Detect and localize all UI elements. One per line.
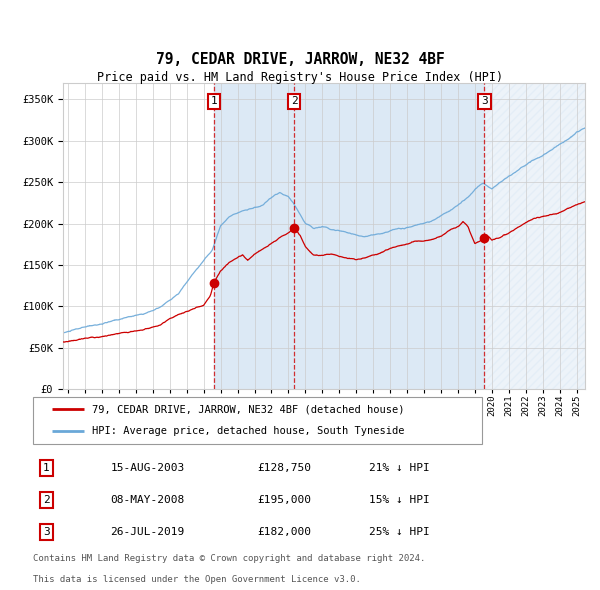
- Text: 26-JUL-2019: 26-JUL-2019: [110, 527, 185, 537]
- Text: 3: 3: [43, 527, 50, 537]
- Text: 1: 1: [211, 96, 218, 106]
- Text: 79, CEDAR DRIVE, JARROW, NE32 4BF: 79, CEDAR DRIVE, JARROW, NE32 4BF: [155, 51, 445, 67]
- Text: 2: 2: [291, 96, 298, 106]
- Text: Price paid vs. HM Land Registry's House Price Index (HPI): Price paid vs. HM Land Registry's House …: [97, 71, 503, 84]
- Text: 2: 2: [43, 495, 50, 505]
- Text: 15-AUG-2003: 15-AUG-2003: [110, 463, 185, 473]
- Text: £128,750: £128,750: [257, 463, 311, 473]
- Text: 3: 3: [481, 96, 488, 106]
- Text: 79, CEDAR DRIVE, JARROW, NE32 4BF (detached house): 79, CEDAR DRIVE, JARROW, NE32 4BF (detac…: [92, 404, 404, 414]
- Text: HPI: Average price, detached house, South Tyneside: HPI: Average price, detached house, Sout…: [92, 427, 404, 437]
- Text: Contains HM Land Registry data © Crown copyright and database right 2024.: Contains HM Land Registry data © Crown c…: [33, 553, 425, 563]
- Text: 21% ↓ HPI: 21% ↓ HPI: [370, 463, 430, 473]
- Text: 08-MAY-2008: 08-MAY-2008: [110, 495, 185, 505]
- Text: This data is licensed under the Open Government Licence v3.0.: This data is licensed under the Open Gov…: [33, 575, 361, 584]
- Text: £182,000: £182,000: [257, 527, 311, 537]
- Bar: [484, 83, 585, 389]
- FancyBboxPatch shape: [33, 397, 482, 444]
- Text: 15% ↓ HPI: 15% ↓ HPI: [370, 495, 430, 505]
- Text: 25% ↓ HPI: 25% ↓ HPI: [370, 527, 430, 537]
- Text: 1: 1: [43, 463, 50, 473]
- Text: £195,000: £195,000: [257, 495, 311, 505]
- Bar: [214, 83, 484, 389]
